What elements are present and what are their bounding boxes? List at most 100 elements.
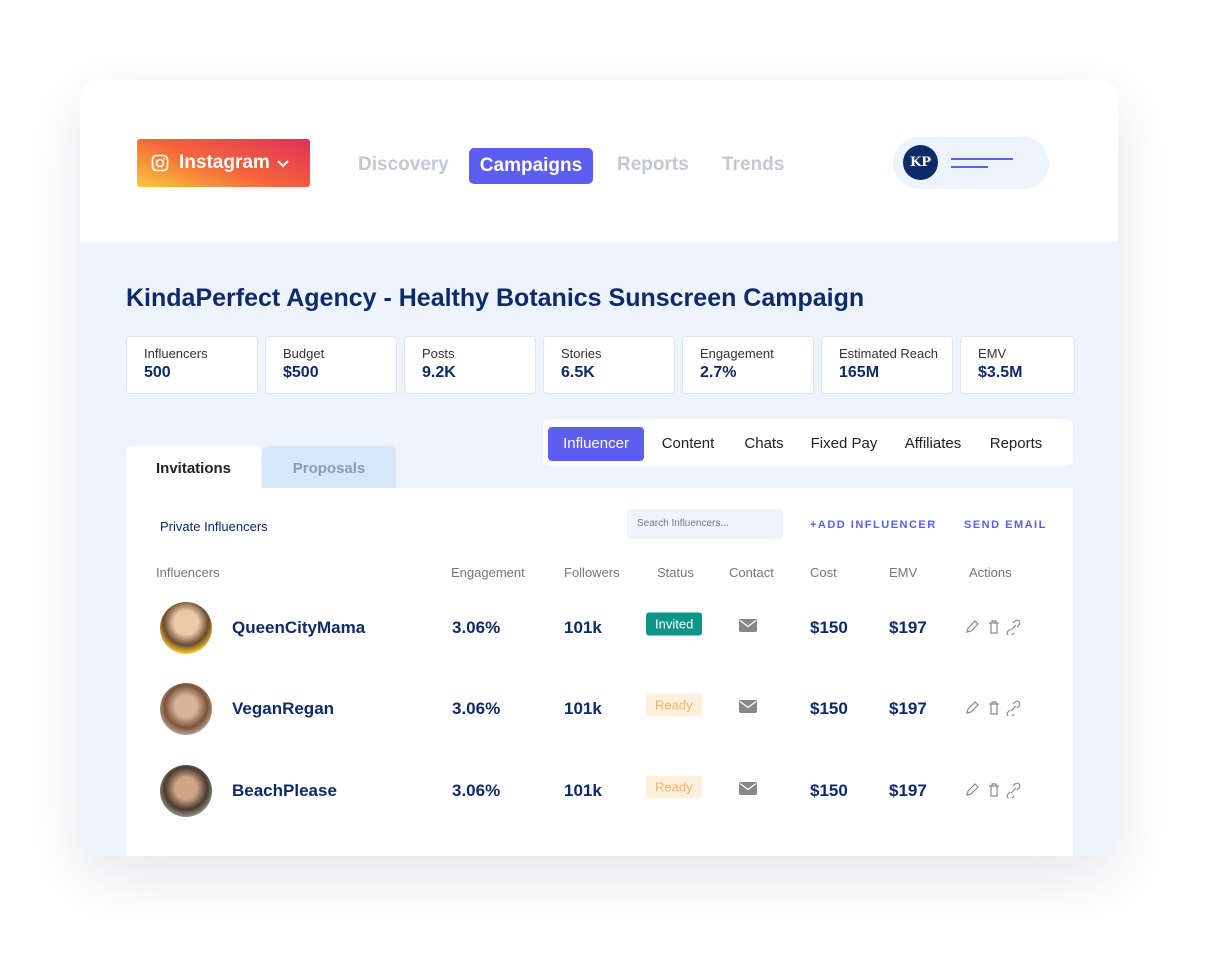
subtab[interactable]: Chats xyxy=(744,435,784,452)
nav-item[interactable]: Trends xyxy=(722,154,785,175)
column-header: EMV xyxy=(889,565,918,580)
column-header: Influencers xyxy=(156,565,220,580)
contact-icon[interactable] xyxy=(739,782,757,800)
icon xyxy=(155,158,165,168)
icon xyxy=(739,619,757,632)
nav-item[interactable]: Discovery xyxy=(358,154,449,175)
column-header: Followers xyxy=(564,565,620,580)
section-heading: Private Influencers xyxy=(160,519,268,534)
stat-label: Posts xyxy=(422,346,455,361)
nav-item-active[interactable]: Campaigns xyxy=(469,148,593,184)
emv: $197 xyxy=(889,618,927,637)
icon xyxy=(989,620,999,634)
stat-value: $3.5M xyxy=(978,364,1023,381)
column-header: Engagement xyxy=(451,565,525,580)
stat-value: $500 xyxy=(283,364,319,381)
icon xyxy=(739,619,757,632)
stat-label: EMV xyxy=(978,346,1007,361)
subtab-active[interactable]: Influencer xyxy=(548,427,644,461)
followers: 101k xyxy=(564,618,602,637)
stat-card: Posts 9.2K xyxy=(404,336,536,394)
cost: $150 xyxy=(810,781,848,800)
icon xyxy=(151,154,169,172)
icon xyxy=(1006,619,1021,637)
status-badge: Invited xyxy=(646,612,703,636)
platform-button[interactable]: Instagram xyxy=(137,139,310,187)
status-badge: Ready xyxy=(646,693,702,717)
stat-value: 500 xyxy=(144,364,171,381)
instagram-icon xyxy=(151,154,169,172)
icon xyxy=(966,700,1021,718)
stat-card: Influencers 500 xyxy=(126,336,258,394)
engagement: 3.06% xyxy=(452,699,501,718)
icon xyxy=(1006,700,1021,718)
status-badge: Ready xyxy=(646,775,702,799)
action-icons[interactable] xyxy=(964,700,1028,721)
stat-value: 9.2K xyxy=(422,364,456,381)
icon xyxy=(989,701,999,715)
stat-card: Budget $500 xyxy=(265,336,397,394)
action-icons[interactable] xyxy=(964,619,1028,640)
influencer-name[interactable]: VeganRegan xyxy=(232,699,335,718)
cost: $150 xyxy=(810,618,848,637)
icon xyxy=(1006,782,1021,800)
profile-pill[interactable]: KP xyxy=(893,137,1049,189)
stat-card: Engagement 2.7% xyxy=(682,336,814,394)
icon xyxy=(739,620,757,628)
send-email-button[interactable]: SEND EMAIL xyxy=(964,519,1047,531)
icon xyxy=(739,782,757,795)
icon xyxy=(739,700,757,713)
icon xyxy=(966,782,1021,800)
subtab[interactable]: Content xyxy=(661,435,715,452)
tab-active[interactable]: Invitations xyxy=(126,446,261,488)
icon xyxy=(966,783,979,796)
stat-label: Budget xyxy=(283,346,325,361)
app-window: Instagram Discovery Campaigns Reports Tr… xyxy=(80,80,1118,856)
icon xyxy=(739,782,757,795)
emv: $197 xyxy=(889,699,927,718)
dropdown-icon xyxy=(277,160,289,168)
icon xyxy=(163,157,166,160)
icon xyxy=(277,160,289,168)
avatar xyxy=(160,765,212,817)
stat-label: Engagement xyxy=(700,346,774,361)
avatar xyxy=(160,602,212,654)
stat-value: 2.7% xyxy=(700,364,737,381)
icon xyxy=(989,783,999,797)
nav-item[interactable]: Reports xyxy=(617,154,689,175)
line xyxy=(951,158,1013,160)
engagement: 3.06% xyxy=(452,618,501,637)
followers: 101k xyxy=(564,699,602,718)
subtab[interactable]: Fixed Pay xyxy=(810,435,878,452)
icon xyxy=(966,620,979,633)
engagement: 3.06% xyxy=(452,781,501,800)
column-header: Actions xyxy=(969,565,1012,580)
stat-label: Stories xyxy=(561,346,602,361)
influencer-name[interactable]: QueenCityMama xyxy=(232,618,366,637)
column-header: Contact xyxy=(729,565,774,580)
add-influencer-button[interactable]: +ADD INFLUENCER xyxy=(810,519,937,531)
icon xyxy=(739,700,757,713)
subtab[interactable]: Reports xyxy=(989,435,1043,452)
avatar xyxy=(160,683,212,735)
stat-label: Estimated Reach xyxy=(839,346,938,361)
tab[interactable]: Proposals xyxy=(262,446,396,488)
stat-card: Estimated Reach 165M xyxy=(821,336,953,394)
platform-label: Instagram xyxy=(179,152,270,173)
campaign-title: KindaPerfect Agency - Healthy Botanics S… xyxy=(126,284,865,312)
action-icons[interactable] xyxy=(964,782,1028,803)
contact-icon[interactable] xyxy=(739,619,757,637)
contact-icon[interactable] xyxy=(739,700,757,718)
search-box[interactable]: Search Influencers... xyxy=(627,509,783,539)
cost: $150 xyxy=(810,699,848,718)
subtab[interactable]: Affiliates xyxy=(904,435,962,452)
stat-value: 6.5K xyxy=(561,364,595,381)
stat-card: EMV $3.5M xyxy=(960,336,1075,394)
followers: 101k xyxy=(564,781,602,800)
stat-label: Influencers xyxy=(144,346,208,361)
icon xyxy=(739,701,757,709)
influencer-name[interactable]: BeachPlease xyxy=(232,781,337,800)
table-panel xyxy=(126,488,1073,856)
line xyxy=(951,166,988,168)
